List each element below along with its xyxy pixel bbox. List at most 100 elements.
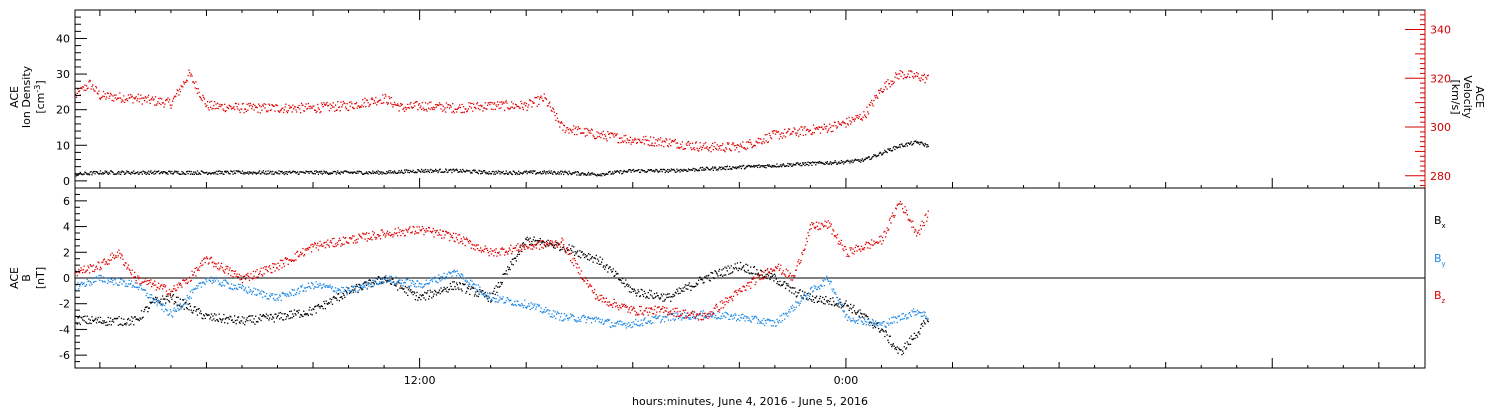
bx-series-point xyxy=(503,273,505,275)
bx-series-point xyxy=(801,290,804,293)
bx-series-point xyxy=(612,268,614,270)
density-series-point xyxy=(420,171,422,173)
bz-series-point xyxy=(288,259,290,261)
density-series-point xyxy=(777,166,779,168)
by-series-point xyxy=(765,322,767,324)
bz-series-point xyxy=(270,272,272,274)
velocity-series-point xyxy=(463,111,465,113)
velocity-series-point xyxy=(369,103,372,105)
velocity-series-point xyxy=(445,102,448,104)
bx-series-point xyxy=(654,296,656,299)
velocity-series-point xyxy=(169,104,171,106)
bx-series-point xyxy=(449,282,451,285)
density-series-point xyxy=(241,170,244,172)
velocity-series-point xyxy=(762,140,764,143)
bz-series-point xyxy=(388,234,390,236)
bx-series-point xyxy=(451,288,453,290)
by-series-point xyxy=(800,300,802,302)
by-series-point xyxy=(279,294,281,296)
density-series-point xyxy=(467,170,469,172)
by-series-point xyxy=(653,316,655,319)
bx-series-point xyxy=(825,296,827,298)
velocity-series-point xyxy=(287,110,289,112)
by-series-point xyxy=(334,290,336,292)
velocity-series-point xyxy=(697,149,699,152)
density-series-point xyxy=(390,172,393,174)
bx-series-point xyxy=(397,281,399,283)
bx-series-point xyxy=(901,354,903,356)
bx-series-point xyxy=(564,250,566,253)
bx-series-point xyxy=(120,317,123,320)
by-series-point xyxy=(505,300,507,302)
bx-series-point xyxy=(289,317,292,319)
by-series-point xyxy=(400,282,402,285)
bx-series-point xyxy=(163,298,165,300)
density-series-point xyxy=(759,166,761,168)
by-series-point xyxy=(736,320,738,322)
by-series-point xyxy=(448,271,450,273)
bz-series-point xyxy=(343,243,345,245)
bx-series-point xyxy=(691,285,693,287)
density-series-point xyxy=(449,168,451,171)
density-series-point xyxy=(665,170,667,172)
bx-series-point xyxy=(923,322,926,324)
by-series-point xyxy=(599,318,601,321)
by-series-point xyxy=(302,290,304,292)
velocity-series-point xyxy=(854,118,856,120)
density-series-point xyxy=(844,161,846,163)
velocity-series-point xyxy=(127,94,130,96)
density-series-point xyxy=(207,173,209,175)
bz-series-point xyxy=(258,272,261,274)
velocity-series-point xyxy=(200,98,202,100)
density-series-point xyxy=(856,159,858,161)
velocity-series-point xyxy=(921,74,923,76)
velocity-series-point xyxy=(713,146,715,148)
density-series-point xyxy=(325,171,327,173)
by-series-point xyxy=(565,315,567,317)
density-series-point xyxy=(820,161,822,164)
velocity-series-point xyxy=(180,85,182,87)
bx-series-point xyxy=(602,266,604,268)
by-series-point xyxy=(577,320,579,322)
by-series-point xyxy=(216,278,218,280)
density-series-point xyxy=(289,172,292,174)
by-series-point xyxy=(312,284,314,286)
velocity-series-point xyxy=(427,103,429,105)
density-series-point xyxy=(300,171,302,173)
bx-series-point xyxy=(218,313,220,315)
bx-series-point xyxy=(573,246,575,248)
velocity-series-point xyxy=(823,123,825,125)
by-series-point xyxy=(134,282,136,284)
velocity-series-point xyxy=(542,100,545,102)
by-series-point xyxy=(789,311,791,313)
velocity-series-point xyxy=(850,121,853,123)
density-series-point xyxy=(803,162,805,164)
bx-series-point xyxy=(689,285,691,287)
bx-series-point xyxy=(485,295,487,297)
velocity-series-point xyxy=(167,97,169,99)
bx-series-point xyxy=(542,240,545,243)
bx-series-point xyxy=(378,276,380,278)
by-series-point xyxy=(694,311,696,313)
bx-series-point xyxy=(880,329,882,332)
by-series-point xyxy=(559,319,561,321)
bx-series-point xyxy=(359,284,361,286)
density-series-point xyxy=(895,146,897,148)
density-series-point xyxy=(453,170,455,172)
density-series-point xyxy=(322,172,324,174)
by-series-point xyxy=(572,314,574,316)
bx-series-point xyxy=(324,302,326,305)
bx-series-point xyxy=(436,292,438,294)
bx-series-point xyxy=(819,295,822,298)
density-series-point xyxy=(135,172,137,174)
by-series-point xyxy=(526,306,528,308)
by-series-point xyxy=(663,321,666,323)
by-series-point xyxy=(481,293,483,295)
by-series-point xyxy=(81,281,83,283)
density-series-point xyxy=(865,157,867,159)
velocity-series-point xyxy=(431,107,433,109)
bx-series-point xyxy=(713,277,715,280)
density-series-point xyxy=(527,171,529,173)
velocity-series-point xyxy=(483,107,486,109)
velocity-series-point xyxy=(639,141,642,143)
